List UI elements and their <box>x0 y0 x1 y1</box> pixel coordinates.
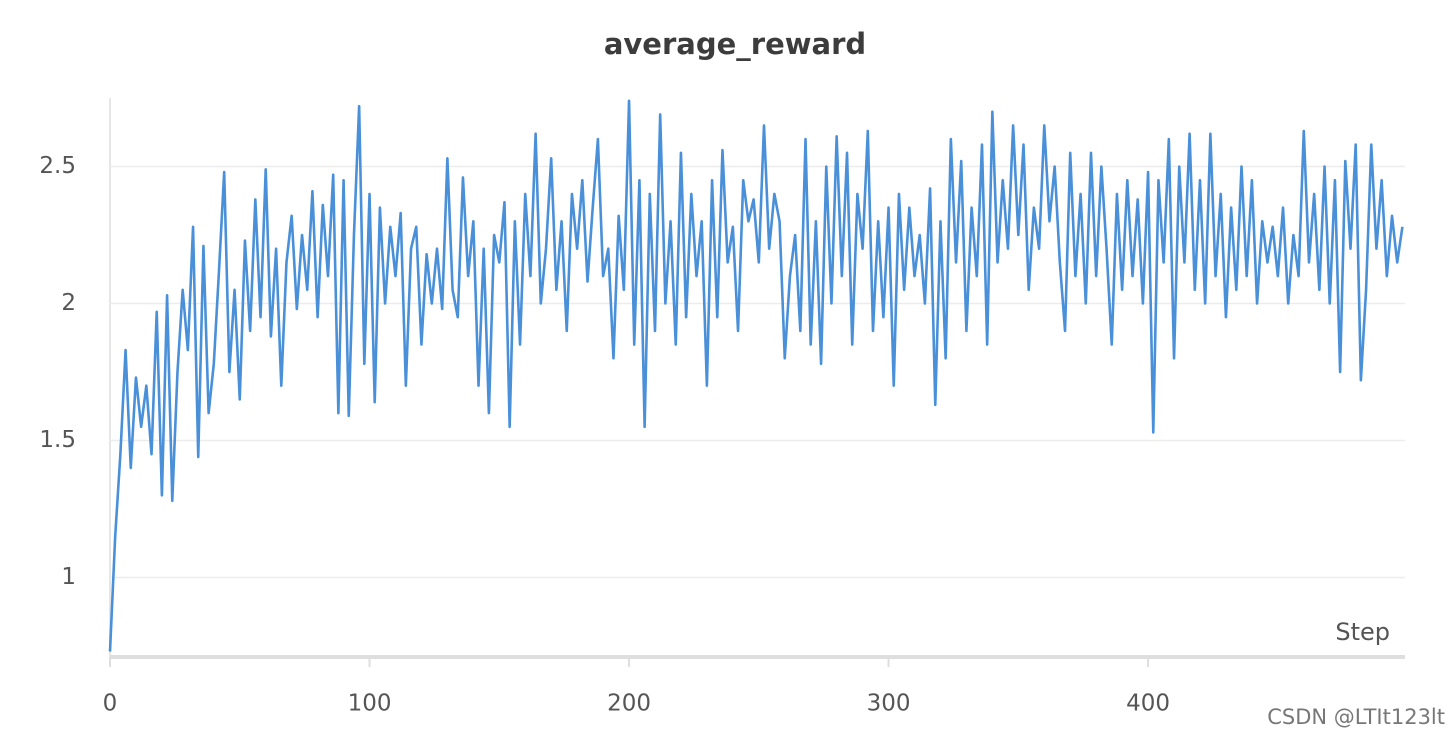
y-tick-label: 2 <box>61 290 76 316</box>
watermark: CSDN @LTIt123lt <box>1267 705 1445 729</box>
x-axis-label: Step <box>1335 618 1390 646</box>
x-tick-label: 100 <box>348 691 392 717</box>
data-line <box>108 99 1404 652</box>
y-tick-label: 2.5 <box>39 153 76 179</box>
x-tick-label: 0 <box>103 691 118 717</box>
y-tick-label: 1 <box>61 564 76 590</box>
x-tick-label: 200 <box>607 691 651 717</box>
chart-title: average_reward <box>604 27 866 61</box>
x-tick-label: 300 <box>867 691 911 717</box>
y-tick-label: 1.5 <box>39 427 76 453</box>
x-tick-label: 400 <box>1126 691 1170 717</box>
